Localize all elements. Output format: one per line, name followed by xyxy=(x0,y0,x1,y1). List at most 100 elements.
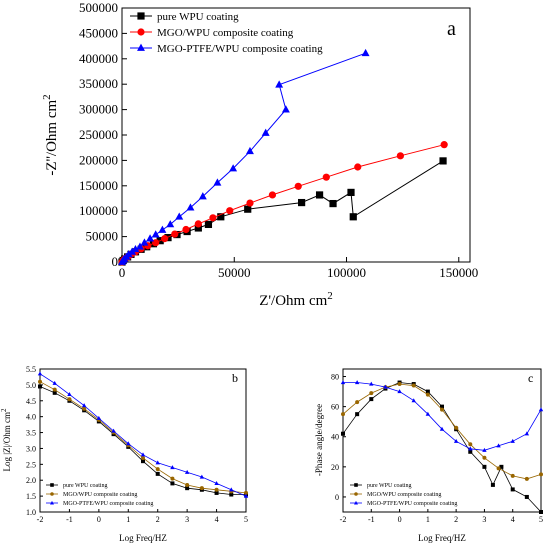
data-point xyxy=(349,213,357,221)
data-point xyxy=(468,446,473,451)
data-point xyxy=(538,407,544,412)
data-point xyxy=(298,198,306,207)
tick-group: -2 -1 0 1 2 3 4 5 1.0 1.5 2.0 2.5 3.0 3.5 4.0 4.5 5.0 5.5 xyxy=(26,365,248,524)
data-point xyxy=(155,471,160,476)
data-point xyxy=(396,152,404,160)
x-tick-label: 50000 xyxy=(218,265,251,280)
data-point xyxy=(261,128,270,136)
data-point xyxy=(482,464,487,469)
legend-swatch-marker xyxy=(137,28,145,36)
data-point xyxy=(170,476,175,481)
data-point xyxy=(214,487,219,492)
data-point xyxy=(217,213,225,221)
series-group xyxy=(340,380,544,514)
panel-a-nyquist-plot: 0 50000 100000 150000 0 50000 100000 150000 2000… xyxy=(41,0,478,309)
panel-label: a xyxy=(447,18,456,40)
y-tick-label: 4.0 xyxy=(26,413,36,422)
legend: pure WPU coating MGO/WPU composite coatin… xyxy=(130,11,323,55)
y-tick-label: 80 xyxy=(331,373,339,382)
legend-swatch-marker xyxy=(137,43,145,51)
data-point xyxy=(194,224,202,232)
data-point xyxy=(155,460,160,465)
data-point xyxy=(244,490,248,495)
x-tick-label: 2 xyxy=(454,515,458,524)
data-point xyxy=(136,242,144,250)
data-point xyxy=(246,146,254,155)
x-tick-label: 2 xyxy=(156,515,160,524)
data-point xyxy=(322,173,330,181)
data-point xyxy=(166,220,175,228)
y-tick-label: 5.5 xyxy=(26,365,36,374)
y-tick-label: 150000 xyxy=(79,178,118,193)
data-point xyxy=(397,382,402,387)
y-tick-label: 4.5 xyxy=(26,397,36,406)
data-point xyxy=(213,178,222,186)
data-point xyxy=(175,212,184,220)
y-tick-label: 2.5 xyxy=(26,460,36,469)
data-point xyxy=(425,392,430,397)
data-point xyxy=(52,390,57,395)
legend-entry-label: MGO/WPU composite coating xyxy=(63,492,137,498)
data-point xyxy=(354,163,362,171)
data-point xyxy=(355,400,360,405)
data-point xyxy=(490,482,495,487)
data-point xyxy=(510,487,515,492)
tick-group: -2 -1 0 1 2 3 4 5 0 20 40 60 80 xyxy=(331,373,543,524)
data-point xyxy=(198,192,207,200)
data-point xyxy=(275,80,284,88)
y-tick-label: 5.0 xyxy=(26,381,36,390)
x-tick-label: -2 xyxy=(37,515,44,524)
y-axis-label: -Z''/Ohm cm2 xyxy=(41,94,60,175)
y-tick-label: 40 xyxy=(331,433,339,442)
y-tick-label: 0 xyxy=(335,493,339,502)
data-point xyxy=(186,203,195,211)
data-point xyxy=(140,238,149,246)
legend-entry-label: MGO-PTFE/WPU composite coating xyxy=(157,43,323,55)
data-point xyxy=(170,465,175,470)
data-point xyxy=(369,391,374,396)
y-tick-label: 2.0 xyxy=(26,476,36,485)
x-axis-label: Z'/Ohm cm2 xyxy=(259,290,333,309)
y-tick-label: 50000 xyxy=(86,229,119,244)
data-point xyxy=(281,105,290,113)
y-tick-label: 3.5 xyxy=(26,429,36,438)
data-point xyxy=(499,464,504,469)
data-point xyxy=(524,431,530,436)
data-point xyxy=(182,225,190,234)
data-point xyxy=(155,467,160,472)
legend-entry-label: pure WPU coating xyxy=(157,11,239,23)
data-point xyxy=(539,472,543,477)
legend-entry-label: MGO-PTFE/WPU composite coating xyxy=(367,501,457,507)
data-point xyxy=(161,235,169,243)
legend-entry-label: MGO/WPU composite coating xyxy=(157,27,294,39)
legend-swatch-marker xyxy=(354,492,358,496)
data-point xyxy=(383,384,388,389)
x-tick-label: 5 xyxy=(244,515,248,524)
tick-group: 0 50000 100000 150000 0 50000 100000 150000 2000… xyxy=(79,0,478,280)
data-point xyxy=(439,426,445,431)
x-tick-label: 0 xyxy=(97,515,101,524)
x-axis-label: Log Freq/HZ xyxy=(119,533,167,543)
legend-entry-label: pure WPU coating xyxy=(63,483,108,489)
data-point xyxy=(440,404,444,409)
y-tick-label: 3.0 xyxy=(26,444,36,453)
y-tick-label: 0 xyxy=(112,254,119,269)
data-point xyxy=(140,452,146,457)
data-point xyxy=(38,379,42,384)
data-point xyxy=(397,389,402,394)
data-point xyxy=(141,459,145,464)
data-point xyxy=(126,441,131,446)
data-point xyxy=(185,482,190,487)
data-point xyxy=(199,474,205,479)
data-point xyxy=(440,407,444,412)
data-point xyxy=(170,481,175,486)
data-point xyxy=(214,490,219,495)
x-tick-label: -2 xyxy=(340,515,347,524)
data-point xyxy=(152,239,160,247)
data-point xyxy=(111,428,116,433)
series-line xyxy=(39,373,247,497)
y-tick-label: 200000 xyxy=(79,152,118,167)
x-tick-label: 5 xyxy=(539,515,543,524)
x-tick-label: 0 xyxy=(398,515,402,524)
